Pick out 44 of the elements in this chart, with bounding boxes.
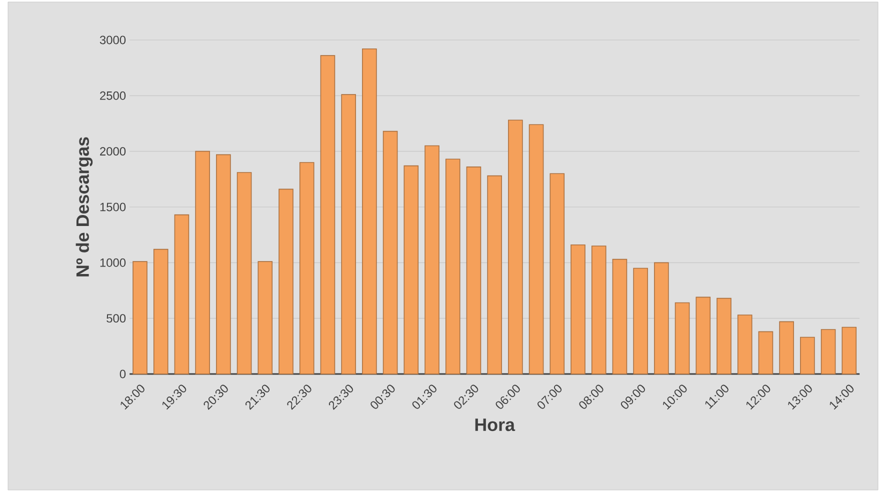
bar — [195, 150, 210, 374]
bar — [550, 173, 565, 374]
bar — [654, 262, 669, 374]
y-tick-label: 2500 — [100, 91, 126, 100]
y-tick-label: 2000 — [100, 147, 126, 156]
bar — [842, 326, 857, 374]
bar — [591, 246, 606, 374]
bar — [612, 258, 628, 374]
bar — [466, 166, 482, 374]
bar — [820, 329, 836, 374]
bar — [528, 124, 544, 374]
bar — [174, 214, 190, 374]
bar — [320, 55, 336, 374]
bar — [758, 331, 774, 374]
bar — [570, 244, 586, 374]
y-tick-label: 1000 — [100, 258, 126, 267]
y-tick-label: 3000 — [100, 36, 126, 44]
bar — [216, 154, 231, 374]
bar — [382, 130, 398, 374]
bar — [153, 248, 168, 374]
bar — [779, 321, 794, 374]
bar — [487, 175, 502, 374]
bar — [132, 261, 148, 374]
bar — [508, 120, 523, 374]
bar — [299, 162, 314, 374]
bar — [445, 158, 460, 374]
bar — [424, 145, 440, 374]
bar — [716, 298, 732, 374]
x-axis-title: Hora — [475, 418, 516, 432]
bar — [674, 302, 690, 374]
y-tick-label: 500 — [106, 314, 126, 323]
bar — [278, 188, 294, 374]
bar — [362, 48, 377, 374]
y-axis-title: Nº de Descargas — [76, 137, 93, 276]
bar — [341, 94, 356, 374]
bar — [633, 268, 648, 374]
bar — [737, 314, 752, 374]
bar — [800, 336, 815, 374]
bar — [236, 172, 252, 374]
y-tick-label: 1500 — [100, 202, 126, 212]
y-tick-label: 0 — [120, 370, 126, 378]
bar — [696, 296, 711, 374]
bar — [258, 261, 273, 374]
bar — [404, 165, 419, 374]
